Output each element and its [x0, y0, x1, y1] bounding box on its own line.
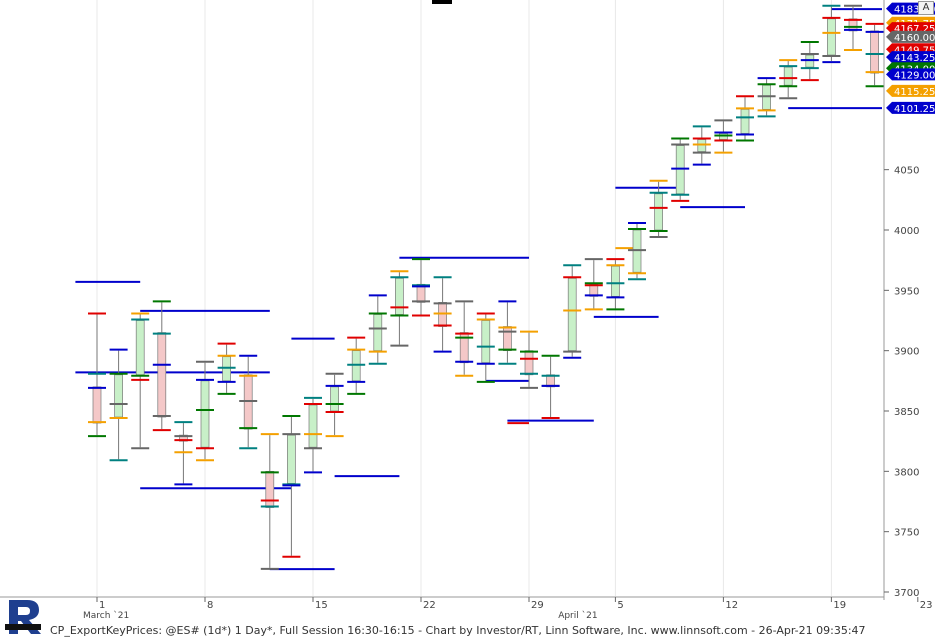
candle-body	[265, 470, 275, 508]
price-label-tag	[886, 84, 935, 97]
y-tick-label: 3700	[894, 588, 919, 599]
price-label-text: 4167.25	[894, 24, 935, 35]
price-label-tag	[886, 30, 935, 43]
x-tick-label: 22	[423, 600, 436, 611]
x-tick-label: 8	[207, 600, 213, 611]
investor-rt-logo	[5, 600, 41, 634]
month-label: April `21	[558, 610, 597, 621]
candle-body	[611, 265, 620, 297]
y-tick-label: 4000	[894, 226, 919, 237]
candle-body	[654, 193, 663, 231]
candle-body	[827, 18, 836, 56]
price-label-text: 4115.25	[894, 87, 935, 98]
x-tick-label: 12	[725, 600, 738, 611]
auto-scale-button[interactable]: A	[918, 1, 934, 15]
price-label-tag	[886, 51, 935, 64]
price-label-text: 4160.00	[894, 33, 935, 44]
chart-caption: CP_ExportKeyPrices: @ES# (1d*) 1 Day*, F…	[50, 624, 866, 637]
price-labels-layer: 4183.504171.754167.254160.004149.754143.…	[886, 2, 935, 115]
x-tick-label: 5	[617, 600, 623, 611]
y-tick-label: 3800	[894, 467, 919, 478]
y-tick-label: 3950	[894, 286, 919, 297]
x-tick-label: 1	[99, 600, 105, 611]
candle-body	[740, 108, 750, 134]
candle-body	[481, 320, 491, 364]
x-tick-label: 29	[531, 600, 544, 611]
x-tick-label: 15	[315, 600, 328, 611]
y-tick-label: 3750	[894, 528, 919, 539]
candle-body	[330, 386, 339, 412]
candle-body	[783, 66, 793, 86]
month-label: March `21	[83, 610, 129, 621]
price-label-text: 4129.00	[894, 70, 935, 81]
price-label-text: 4143.25	[894, 53, 935, 64]
top-marker	[432, 0, 452, 4]
price-label-tag	[886, 101, 935, 114]
price-label-tag	[886, 68, 935, 81]
candle-body	[287, 434, 296, 484]
price-label-text: 4101.25	[894, 104, 935, 115]
candle-body	[308, 404, 318, 448]
candle-body	[114, 374, 123, 418]
x-tick-label: 19	[833, 600, 846, 611]
candle-body	[92, 386, 102, 424]
x-tick-label: 23	[920, 600, 933, 611]
candle-body	[870, 30, 879, 74]
y-tick-label: 3900	[894, 347, 919, 358]
candle-body	[503, 326, 512, 352]
y-tick-label: 3850	[894, 407, 919, 418]
price-label-text: 4183.50	[894, 5, 935, 16]
price-label-text: 4149.75	[894, 45, 935, 56]
candle-body	[157, 332, 167, 418]
candle-body	[200, 380, 210, 448]
candle-body	[567, 277, 577, 352]
candle-body	[395, 277, 404, 315]
candles-layer	[88, 4, 884, 570]
candle-body	[135, 320, 145, 376]
candle-body	[524, 350, 534, 376]
key-levels-layer	[75, 8, 882, 571]
y-tick-label: 4050	[894, 166, 919, 177]
candle-body	[373, 314, 383, 352]
